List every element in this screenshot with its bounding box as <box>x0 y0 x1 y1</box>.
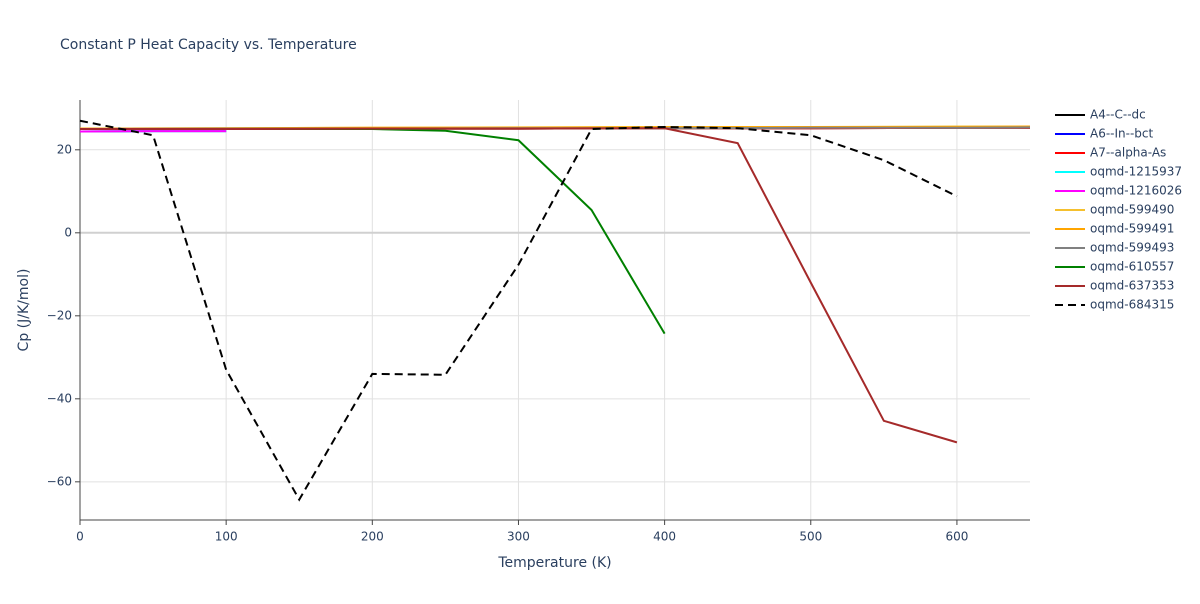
chart-title: Constant P Heat Capacity vs. Temperature <box>60 37 357 53</box>
y-tick-label: −40 <box>47 391 72 405</box>
legend-label: oqmd-684315 <box>1090 298 1174 312</box>
legend-label: oqmd-637353 <box>1090 279 1174 293</box>
x-tick-label: 0 <box>76 530 84 544</box>
x-tick-label: 400 <box>653 530 676 544</box>
x-tick-label: 500 <box>799 530 822 544</box>
y-tick-label: −60 <box>47 474 72 488</box>
grid: 0 100 200 300 400 500 600 −60 −40 −20 0 20 <box>47 100 1030 544</box>
legend-label: oqmd-599491 <box>1090 222 1174 236</box>
y-axis-label: Cp (J/K/mol) <box>16 269 32 352</box>
legend: A4--C--dc A6--In--bct A7--alpha-As oqmd-121… <box>1055 108 1182 312</box>
legend-label: oqmd-599490 <box>1090 203 1174 217</box>
x-tick-label: 200 <box>361 530 384 544</box>
y-tick-label: −20 <box>47 308 72 322</box>
x-tick-label: 300 <box>507 530 530 544</box>
legend-label: A6--In--bct <box>1090 127 1154 141</box>
legend-label: A7--alpha-As <box>1090 146 1166 160</box>
legend-label: oqmd-1215937 <box>1090 165 1182 179</box>
x-tick-label: 100 <box>215 530 238 544</box>
x-axis-label: Temperature (K) <box>497 555 611 571</box>
x-tick-label: 600 <box>945 530 968 544</box>
legend-label: oqmd-599493 <box>1090 241 1174 255</box>
legend-label: oqmd-610557 <box>1090 260 1174 274</box>
y-tick-label: 20 <box>57 142 72 156</box>
legend-label: oqmd-1216026 <box>1090 184 1182 198</box>
legend-label: A4--C--dc <box>1090 108 1146 122</box>
plot-area <box>80 121 1030 500</box>
y-tick-label: 0 <box>64 225 72 239</box>
